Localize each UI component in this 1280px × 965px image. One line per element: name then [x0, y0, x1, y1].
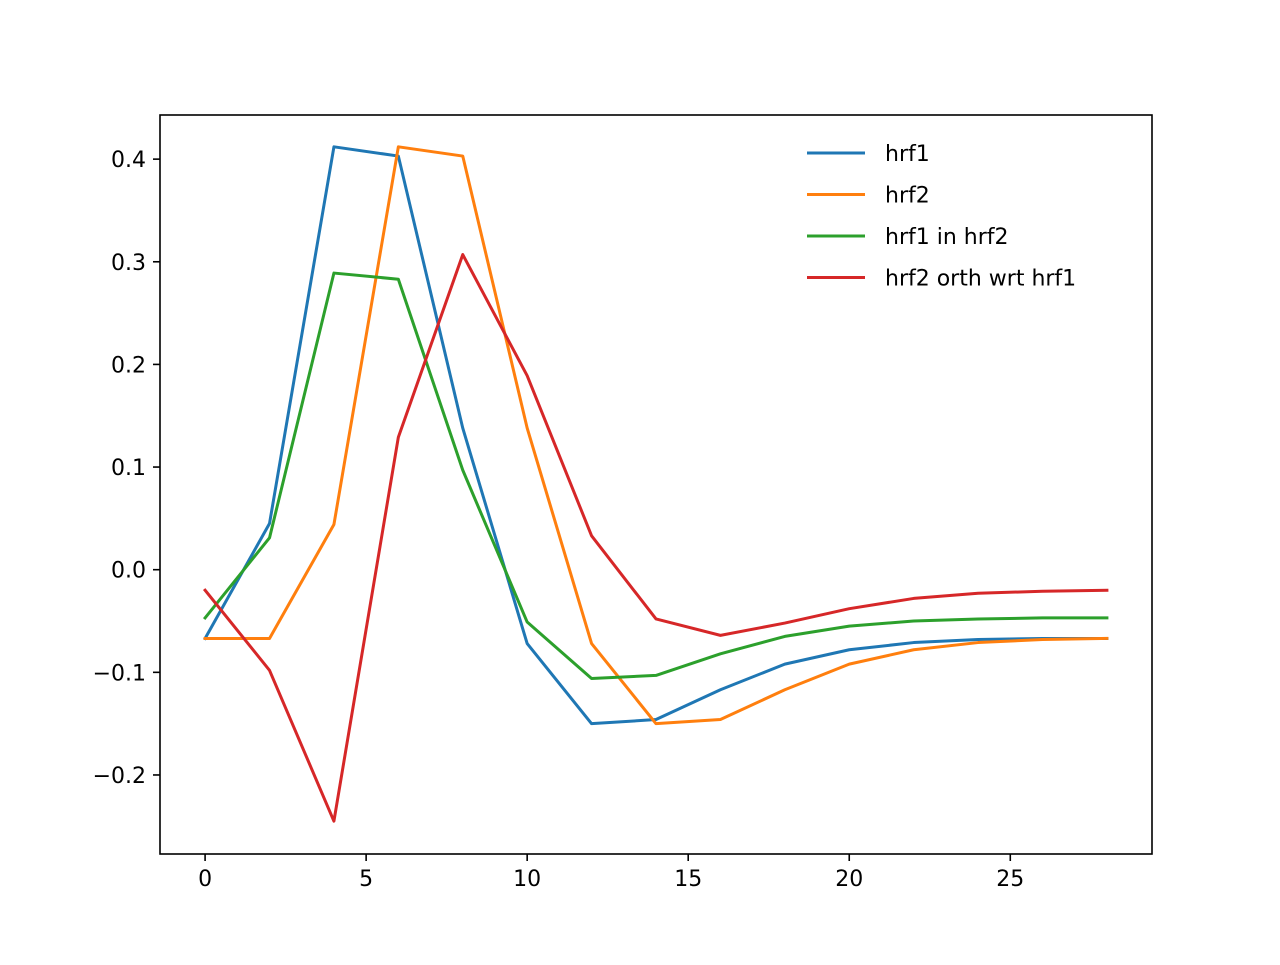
series-line-4 — [202, 253, 1109, 823]
x-tick-label: 5 — [359, 867, 373, 892]
x-tick-label: 25 — [996, 867, 1024, 892]
y-axis: −0.2 −0.1 0.0 0.1 0.2 0.3 0.4 — [93, 148, 160, 789]
legend-label-3: hrf1 in hrf2 — [885, 225, 1009, 250]
plot-frame — [159, 114, 1153, 855]
x-tick-label: 0 — [198, 867, 212, 892]
y-tick-label: 0.4 — [111, 148, 146, 173]
y-tick-label: 0.1 — [111, 456, 146, 481]
series-line-2 — [203, 145, 1109, 726]
y-tick-label: −0.1 — [93, 661, 146, 686]
y-tick-label: 0.3 — [111, 251, 146, 276]
y-tick-label: −0.2 — [93, 764, 146, 789]
series-lines — [202, 145, 1109, 823]
series-line-1 — [203, 145, 1109, 726]
legend-label-2: hrf2 — [885, 184, 930, 209]
x-axis: 0 5 10 15 20 25 — [198, 854, 1024, 892]
x-tick-label: 20 — [835, 867, 863, 892]
x-tick-label: 15 — [674, 867, 702, 892]
legend-label-1: hrf1 — [885, 142, 930, 167]
x-tick-label: 10 — [513, 867, 541, 892]
legend: hrf1 hrf2 hrf1 in hrf2 hrf2 orth wrt hrf1 — [807, 142, 1076, 292]
y-tick-label: 0.0 — [111, 559, 146, 584]
y-tick-label: 0.2 — [111, 353, 146, 378]
series-line-3 — [202, 271, 1109, 680]
legend-label-4: hrf2 orth wrt hrf1 — [885, 267, 1076, 292]
